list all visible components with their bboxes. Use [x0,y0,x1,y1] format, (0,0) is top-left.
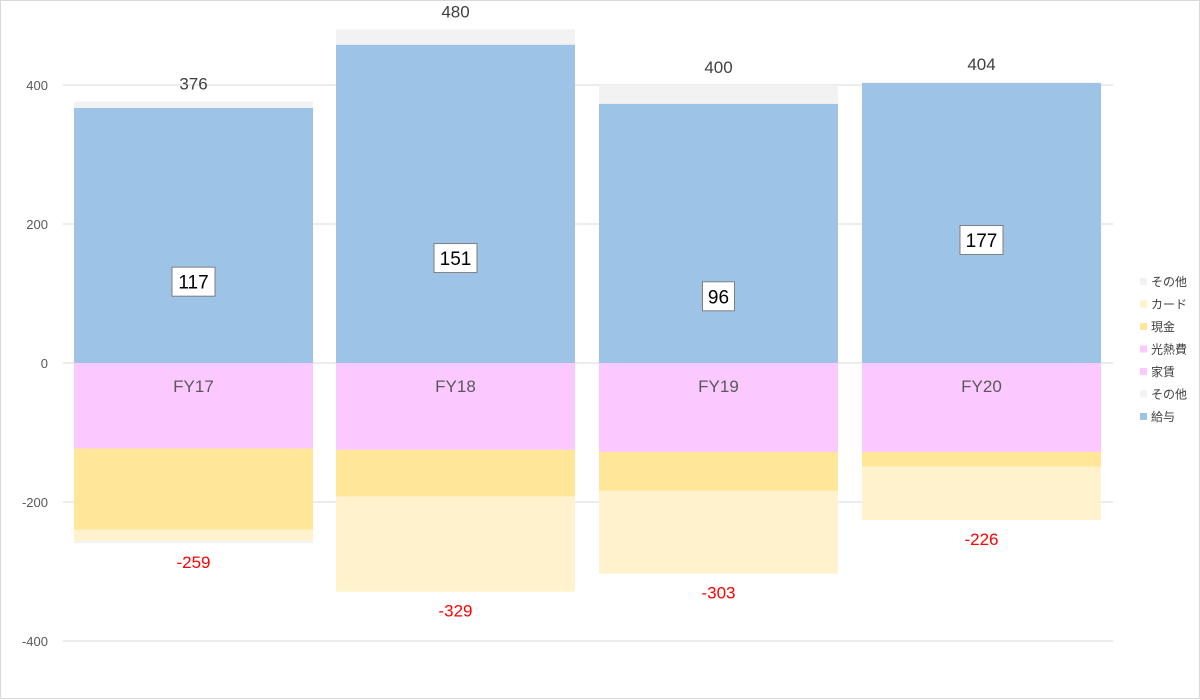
legend-swatch [1140,368,1147,375]
positive-total-label: 376 [179,75,207,94]
legend-swatch [1140,345,1147,353]
bar-segment [862,451,1101,467]
bar-segment [599,85,838,104]
category-label: FY17 [173,377,214,396]
bar-segment [862,363,1101,452]
negative-total-label: -329 [438,602,472,621]
bar-segment [599,103,838,363]
negative-total-label: -226 [964,530,998,549]
bar-segment [599,451,838,491]
net-label: 96 [708,287,729,308]
bar-segment [336,449,575,497]
bar-segment [599,490,838,574]
net-label: 151 [440,249,472,270]
y-tick-label: -200 [22,495,48,510]
legend-label: その他 [1151,388,1187,402]
bar-segment [74,107,313,363]
net-label: 117 [178,273,208,294]
legend-label: その他 [1151,275,1187,289]
net-label-box [702,281,735,312]
bar-segment [862,466,1101,521]
positive-total-label: 400 [704,58,732,77]
net-label: 177 [966,231,998,252]
legend-swatch [1140,390,1147,398]
category-label: FY18 [435,377,476,396]
legend-swatch [1140,278,1147,285]
legend-label: 光熱費 [1151,342,1187,357]
bar-segment [336,363,575,450]
bar-segment [862,82,1101,83]
legend-label: 家賃 [1151,364,1175,379]
y-tick-label: 200 [26,217,48,232]
bar-segment [336,44,575,363]
bar-segment [336,496,575,592]
bar-segment [74,540,313,544]
bar-segment [74,529,313,541]
category-label: FY19 [698,377,739,396]
legend-swatch [1140,300,1147,308]
net-label-box [433,243,478,274]
category-label: FY20 [961,377,1002,396]
y-tick-label: 0 [41,356,48,371]
bar-segment [862,82,1101,363]
positive-total-label: 480 [441,2,469,21]
y-tick-label: 400 [26,78,48,93]
positive-total-label: 404 [967,55,995,74]
bar-segment [74,101,313,108]
y-tick-label: -400 [22,634,48,649]
bar-segment [74,363,313,449]
y-axis-unit-label: 万 [0,19,4,29]
negative-total-label: -259 [176,553,210,572]
legend-swatch [1140,413,1147,420]
bar-segment [336,29,575,45]
net-label-box [959,224,1004,255]
negative-total-label: -303 [701,584,735,603]
net-label-box [171,266,216,297]
legend-label: 現金 [1151,319,1175,334]
bar-segment [599,363,838,452]
legend-swatch [1140,323,1147,330]
legend-label: カード [1151,298,1187,312]
legend-label: 給与 [1151,410,1175,424]
bar-segment [74,448,313,530]
